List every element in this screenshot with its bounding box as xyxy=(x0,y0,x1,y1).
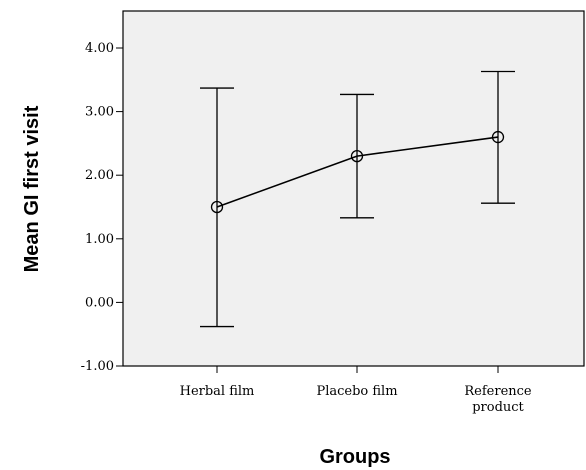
y-tick-label: 1.00 xyxy=(85,232,114,247)
plot-area xyxy=(122,10,585,367)
y-tick-label: -1.00 xyxy=(81,359,114,374)
series-line xyxy=(216,136,499,208)
y-axis: -1.00 0.00 1.00 2.00 3.00 4.00 xyxy=(81,41,123,374)
x-tick-label: Placebo film xyxy=(316,384,397,399)
y-tick-label: 3.00 xyxy=(85,105,114,120)
data-point xyxy=(350,149,364,163)
x-tick-label: Herbal film xyxy=(180,384,255,399)
x-tick-label: Reference xyxy=(464,384,532,399)
x-axis-title: Groups xyxy=(319,446,390,468)
y-tick-label: 2.00 xyxy=(85,168,114,183)
series xyxy=(210,130,505,214)
y-tick-label: 4.00 xyxy=(85,41,114,56)
y-axis-title: Mean GI first visit xyxy=(21,105,43,272)
y-tick-label: 0.00 xyxy=(85,295,114,310)
data-point xyxy=(210,200,224,214)
x-tick-label: product xyxy=(472,400,524,415)
data-point xyxy=(491,130,505,144)
